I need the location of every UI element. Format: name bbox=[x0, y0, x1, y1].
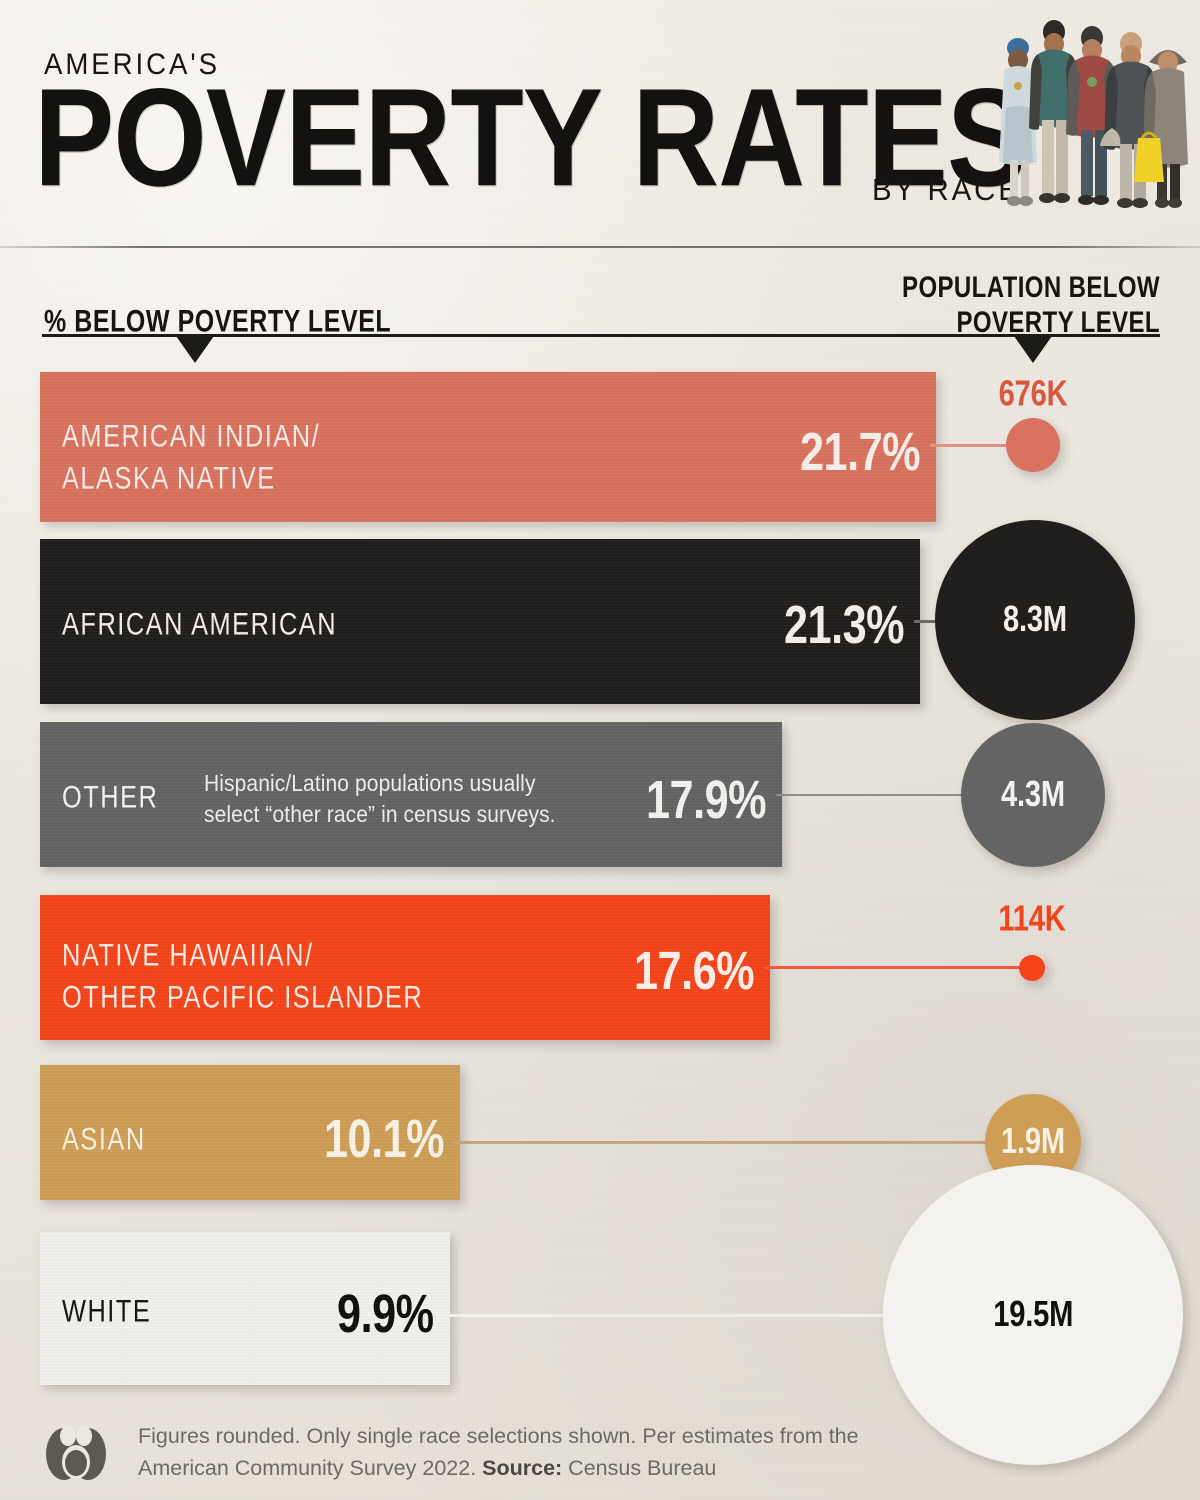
population-bubble[interactable]: 676K bbox=[1006, 418, 1060, 472]
bar-label: ASIAN bbox=[62, 1121, 146, 1157]
page-kicker: AMERICA'S bbox=[44, 48, 220, 81]
table-row[interactable]: NATIVE HAWAIIAN/ OTHER PACIFIC ISLANDER … bbox=[40, 895, 770, 1040]
bar-label: OTHER bbox=[62, 779, 159, 815]
table-row[interactable]: OTHER Hispanic/Latino populations usuall… bbox=[40, 722, 782, 867]
bar-percent-value: 21.7% bbox=[799, 420, 921, 482]
bar-percent-value: 17.9% bbox=[645, 768, 767, 830]
table-row[interactable]: WHITE 9.9% bbox=[40, 1232, 450, 1385]
population-bubble[interactable]: 8.3M bbox=[935, 520, 1135, 720]
footer-source-label: Source: bbox=[482, 1456, 563, 1481]
bar-percent-value: 17.6% bbox=[633, 939, 755, 1001]
bar-label: AMERICAN INDIAN/ ALASKA NATIVE bbox=[62, 417, 321, 496]
page-title: POVERTY RATES bbox=[34, 60, 1027, 216]
bar-label: AFRICAN AMERICAN bbox=[62, 606, 338, 642]
connector-line bbox=[914, 620, 954, 623]
table-row[interactable]: AFRICAN AMERICAN 21.3% bbox=[40, 539, 920, 704]
population-bubble-label: 8.3M bbox=[1003, 599, 1067, 640]
population-bubble-outside-label: 114K bbox=[998, 899, 1066, 939]
footer: Figures rounded. Only single race select… bbox=[44, 1420, 904, 1490]
table-row[interactable]: ASIAN 10.1% bbox=[40, 1065, 460, 1200]
group-of-people-illustration bbox=[999, 20, 1188, 208]
page-subtitle: BY RACE bbox=[872, 172, 1021, 207]
population-bubble-outside-label: 676K bbox=[998, 374, 1068, 414]
left-column-header: % BELOW POVERTY LEVEL bbox=[44, 302, 392, 339]
connector-line bbox=[764, 966, 1030, 969]
population-bubble-label: 4.3M bbox=[1001, 774, 1065, 815]
visual-capitalist-logo bbox=[46, 1426, 106, 1480]
header-divider bbox=[0, 246, 1200, 248]
connector-line bbox=[776, 794, 966, 796]
header-rule bbox=[42, 334, 1160, 337]
header: AMERICA'S POVERTY RATES BY RACE bbox=[0, 0, 1200, 248]
bar-annotation-note: Hispanic/Latino populations usually sele… bbox=[204, 771, 556, 828]
population-bubble[interactable]: 4.3M bbox=[961, 723, 1105, 867]
bar-label: NATIVE HAWAIIAN/ OTHER PACIFIC ISLANDER bbox=[62, 936, 424, 1015]
bar-percent-value: 21.3% bbox=[783, 593, 905, 655]
table-row[interactable]: AMERICAN INDIAN/ ALASKA NATIVE 21.7% bbox=[40, 372, 936, 522]
population-bubble-label: 19.5M bbox=[993, 1294, 1073, 1335]
connector-line bbox=[930, 444, 1006, 447]
left-pointer-triangle-icon bbox=[176, 336, 214, 363]
footer-source-value: Census Bureau bbox=[562, 1456, 717, 1481]
footer-note: Figures rounded. Only single race select… bbox=[138, 1424, 859, 1481]
footer-text: Figures rounded. Only single race select… bbox=[138, 1420, 898, 1485]
connector-line bbox=[444, 1314, 944, 1317]
right-column-header: POPULATION BELOW POVERTY LEVEL bbox=[902, 271, 1160, 340]
population-bubble[interactable]: 19.5M bbox=[883, 1165, 1183, 1465]
bar-percent-value: 9.9% bbox=[337, 1282, 434, 1344]
bar-percent-value: 10.1% bbox=[323, 1107, 445, 1169]
bar-label: WHITE bbox=[62, 1293, 152, 1329]
population-bubble[interactable]: 114K bbox=[1019, 955, 1045, 981]
connector-line bbox=[454, 1141, 994, 1144]
right-pointer-triangle-icon bbox=[1014, 336, 1052, 363]
population-bubble-label: 1.9M bbox=[1001, 1121, 1065, 1162]
